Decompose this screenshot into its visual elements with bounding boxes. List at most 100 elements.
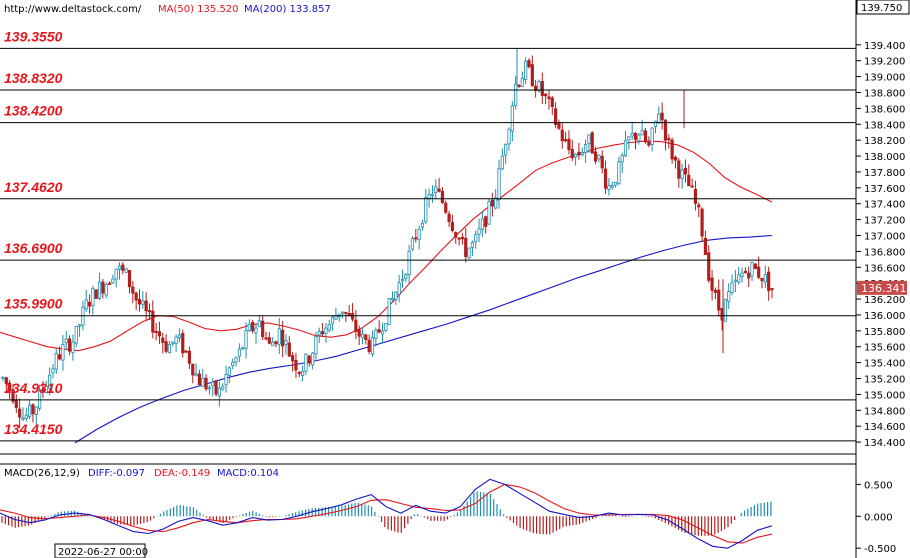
candle-body [557, 122, 561, 129]
candle-body [237, 348, 241, 357]
candle-body [1, 377, 5, 380]
candle-body [757, 266, 761, 278]
candle-body [564, 139, 568, 142]
candle-body [224, 373, 228, 386]
candle-body [364, 334, 368, 341]
price-axis-label: 136.600 [864, 263, 905, 274]
price-axis-label: 138.000 [864, 152, 905, 163]
candle-body [593, 151, 598, 162]
macd-value-label: MACD:0.104 [217, 468, 279, 479]
candle-body [417, 228, 421, 240]
candle-body [187, 350, 192, 364]
candle-body [630, 132, 634, 137]
candle-body [277, 328, 281, 345]
candle-body [161, 337, 165, 343]
candle-body [57, 354, 62, 360]
candle-body [400, 279, 405, 282]
price-axis-label: 137.000 [864, 232, 905, 243]
candle-body [623, 140, 628, 157]
candle-body [91, 287, 95, 306]
ma50-line [0, 140, 773, 352]
candle-body [524, 60, 528, 80]
price-axis-label: 136.000 [864, 311, 905, 322]
candle-body [627, 136, 631, 141]
candle-body [663, 119, 668, 141]
macd-panel [0, 478, 773, 549]
candle-body [117, 265, 122, 270]
candle-body [134, 292, 138, 301]
candle-body [28, 404, 32, 418]
candle-body [554, 108, 558, 125]
candle-body [497, 168, 501, 201]
candle-body [174, 336, 178, 344]
candle-body [274, 341, 278, 345]
candle-body [340, 311, 345, 314]
candle-body [104, 284, 108, 296]
level-label: 134.9310 [4, 380, 63, 396]
candle-body [440, 191, 445, 203]
candle-body [727, 291, 731, 302]
candle-body [454, 232, 458, 238]
candle-body [607, 185, 611, 190]
candle-body [510, 105, 514, 132]
ma200-line-group [74, 234, 773, 444]
candle-body [470, 242, 474, 248]
candle-body [600, 155, 604, 169]
candle-body [294, 360, 298, 371]
top-price-label: 139.750 [861, 3, 902, 14]
candle-body [640, 130, 644, 136]
candle-body [164, 341, 168, 352]
price-axis-label: 138.800 [864, 88, 905, 99]
candle-body [450, 221, 455, 231]
candle-body [770, 288, 774, 291]
candle-body [680, 169, 684, 179]
candle-body [48, 374, 52, 389]
macd-diff-line [0, 478, 773, 549]
candle-body [324, 327, 328, 334]
candle-body [21, 417, 25, 420]
candle-body [107, 282, 112, 285]
candle-body [690, 185, 694, 188]
candle-body [747, 272, 751, 279]
price-axis-label: 134.400 [864, 438, 905, 449]
candle-body [427, 194, 431, 199]
candle-body [693, 188, 698, 204]
candle-body [197, 373, 202, 385]
candle-body [660, 112, 664, 121]
level-labels-group: 139.3550 138.8320 138.4200 137.4620 136.6900… [4, 28, 63, 437]
candle-body [11, 389, 15, 402]
candle-body [34, 406, 38, 415]
candle-body [370, 337, 375, 355]
candle-body [284, 340, 288, 345]
level-label: 136.6900 [4, 240, 63, 256]
candle-body [101, 281, 105, 294]
candle-body [520, 77, 524, 87]
candle-body [723, 299, 727, 322]
candle-body [494, 197, 498, 209]
candle-body [97, 281, 102, 299]
candle-body [71, 341, 75, 353]
candle-body [444, 202, 448, 213]
candle-body [394, 291, 398, 300]
candle-body [577, 151, 581, 156]
candle-body [414, 237, 418, 240]
price-axis: 139.400 139.200 139.000 138.800 138.600 138.4… [856, 41, 905, 449]
candle-body [44, 385, 48, 393]
candle-body [211, 381, 215, 387]
level-label: 138.4200 [4, 103, 63, 119]
candle-body [287, 342, 291, 357]
date-label: 2022-06-27 00:00 [58, 547, 148, 558]
current-price-label: 136.341 [861, 282, 907, 295]
candle-body [683, 167, 688, 175]
candle-body [484, 216, 488, 227]
macd-dea-label: DEA:-0.149 [154, 468, 210, 479]
candle-body [560, 129, 564, 142]
candle-body [717, 289, 721, 311]
candle-body [763, 273, 767, 283]
candle-body [697, 204, 701, 208]
candle-body [507, 128, 511, 145]
candle-body [504, 144, 508, 156]
candle-body [650, 127, 654, 145]
price-axis-label: 137.800 [864, 168, 905, 179]
candle-body [677, 160, 681, 179]
